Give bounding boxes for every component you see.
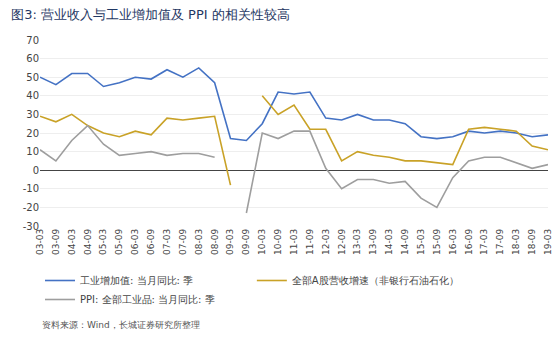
svg-text:14-03: 14-03	[384, 229, 394, 255]
svg-text:16-03: 16-03	[448, 229, 458, 255]
svg-text:15-03: 15-03	[416, 229, 426, 255]
svg-text:工业增加值: 当月同比: 季: 工业增加值: 当月同比: 季	[80, 275, 193, 286]
svg-text:04-03: 04-03	[67, 229, 77, 255]
svg-text:0: 0	[33, 165, 39, 176]
svg-text:13-09: 13-09	[368, 229, 378, 255]
svg-text:30: 30	[26, 109, 39, 120]
svg-text:17-09: 17-09	[495, 229, 505, 255]
svg-text:03-03: 03-03	[35, 229, 45, 255]
svg-text:08-03: 08-03	[194, 229, 204, 255]
svg-text:05-03: 05-03	[98, 229, 108, 255]
svg-text:资料来源：Wind，长城证券研究所整理: 资料来源：Wind，长城证券研究所整理	[42, 320, 200, 330]
svg-text:50: 50	[26, 72, 39, 83]
svg-text:-10: -10	[23, 183, 39, 194]
svg-text:05-09: 05-09	[114, 229, 124, 255]
svg-text:08-09: 08-09	[210, 229, 220, 255]
svg-text:15-09: 15-09	[432, 229, 442, 255]
svg-text:70: 70	[26, 35, 39, 46]
svg-text:-30: -30	[23, 221, 39, 232]
svg-text:20: 20	[26, 128, 39, 139]
svg-text:16-09: 16-09	[464, 229, 474, 255]
svg-text:10-03: 10-03	[257, 229, 267, 255]
svg-text:09-09: 09-09	[241, 229, 251, 255]
svg-text:60: 60	[26, 53, 39, 64]
svg-text:11-09: 11-09	[305, 229, 315, 255]
svg-text:17-03: 17-03	[479, 229, 489, 255]
svg-text:10-09: 10-09	[273, 229, 283, 255]
svg-text:12-09: 12-09	[337, 229, 347, 255]
svg-text:11-03: 11-03	[289, 229, 299, 255]
svg-text:18-09: 18-09	[527, 229, 537, 255]
svg-text:07-03: 07-03	[162, 229, 172, 255]
svg-text:09-03: 09-03	[225, 229, 235, 255]
svg-text:图3: 营业收入与工业增加值及 PPI 的相关性较高: 图3: 营业收入与工业增加值及 PPI 的相关性较高	[11, 7, 290, 22]
svg-text:18-03: 18-03	[511, 229, 521, 255]
svg-text:19-03: 19-03	[543, 229, 553, 255]
svg-text:14-09: 14-09	[400, 229, 410, 255]
svg-text:06-09: 06-09	[146, 229, 156, 255]
svg-text:03-09: 03-09	[51, 229, 61, 255]
svg-text:06-03: 06-03	[130, 229, 140, 255]
svg-text:PPI: 全部工业品: 当月同比: 季: PPI: 全部工业品: 当月同比: 季	[80, 294, 215, 305]
svg-text:07-09: 07-09	[178, 229, 188, 255]
svg-text:12-03: 12-03	[321, 229, 331, 255]
svg-text:40: 40	[26, 90, 39, 101]
svg-text:13-03: 13-03	[352, 229, 362, 255]
svg-text:04-09: 04-09	[83, 229, 93, 255]
svg-text:10: 10	[26, 146, 39, 157]
svg-text:-20: -20	[23, 202, 39, 213]
svg-text:全部A股营收增速（非银行石油石化）: 全部A股营收增速（非银行石油石化）	[292, 275, 459, 286]
